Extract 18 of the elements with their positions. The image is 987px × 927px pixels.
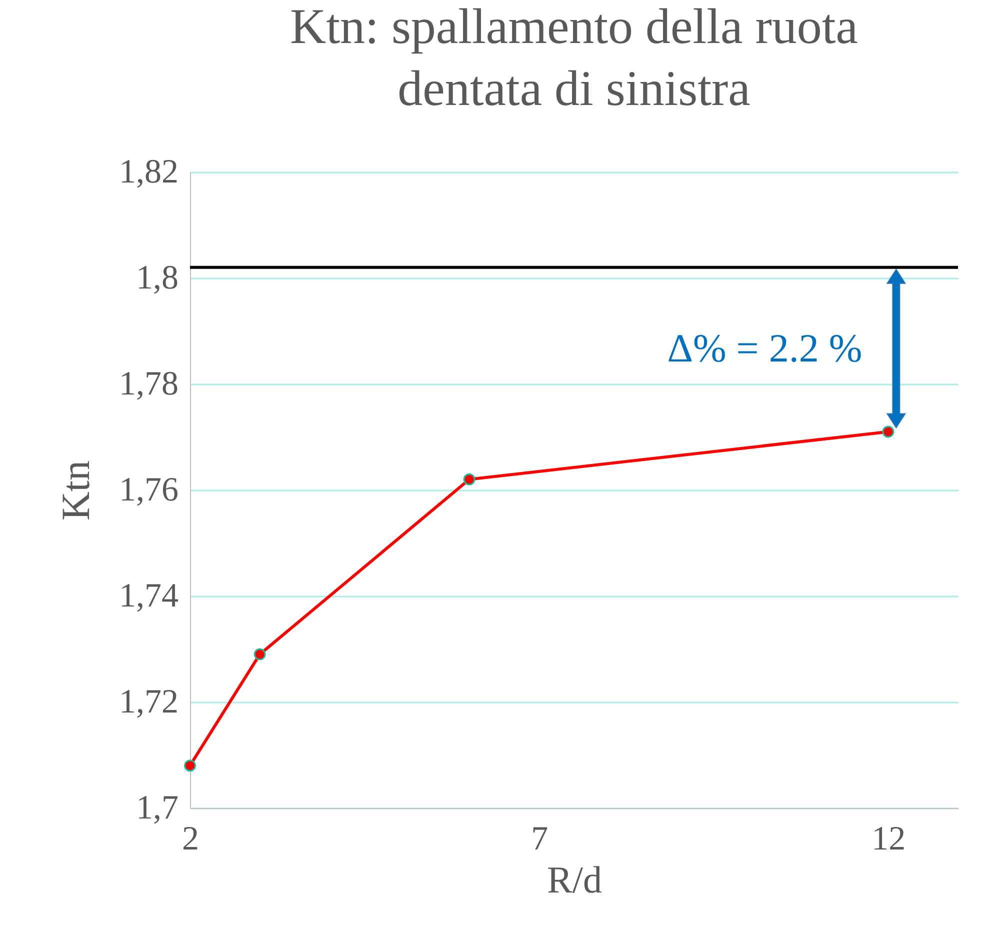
point: [463, 473, 476, 486]
y-tick-label: 1,8: [136, 260, 178, 296]
y-tick-label: 1,7: [136, 790, 178, 826]
y-tick-label: 1,74: [119, 578, 178, 614]
point: [882, 426, 894, 438]
x-axis-title: R/d: [547, 860, 602, 902]
y-tick-label: 1,78: [119, 366, 178, 402]
chart-title: Ktn: spallamento della ruota dentata di sinistra: [290, 0, 858, 116]
y-axis-title: Ktn: [53, 460, 98, 520]
y-tick-label: 1,76: [119, 472, 178, 508]
y-tick-label: 1,72: [119, 684, 178, 720]
x-tick-label: 12: [872, 820, 906, 858]
point: [184, 760, 196, 772]
x-tick-label: 7: [531, 820, 548, 858]
annotation: Δ% = 2.2 %: [667, 326, 862, 371]
y-tick-label: 1,82: [119, 154, 178, 190]
point: [254, 648, 266, 660]
x-tick-label: 2: [182, 820, 199, 858]
